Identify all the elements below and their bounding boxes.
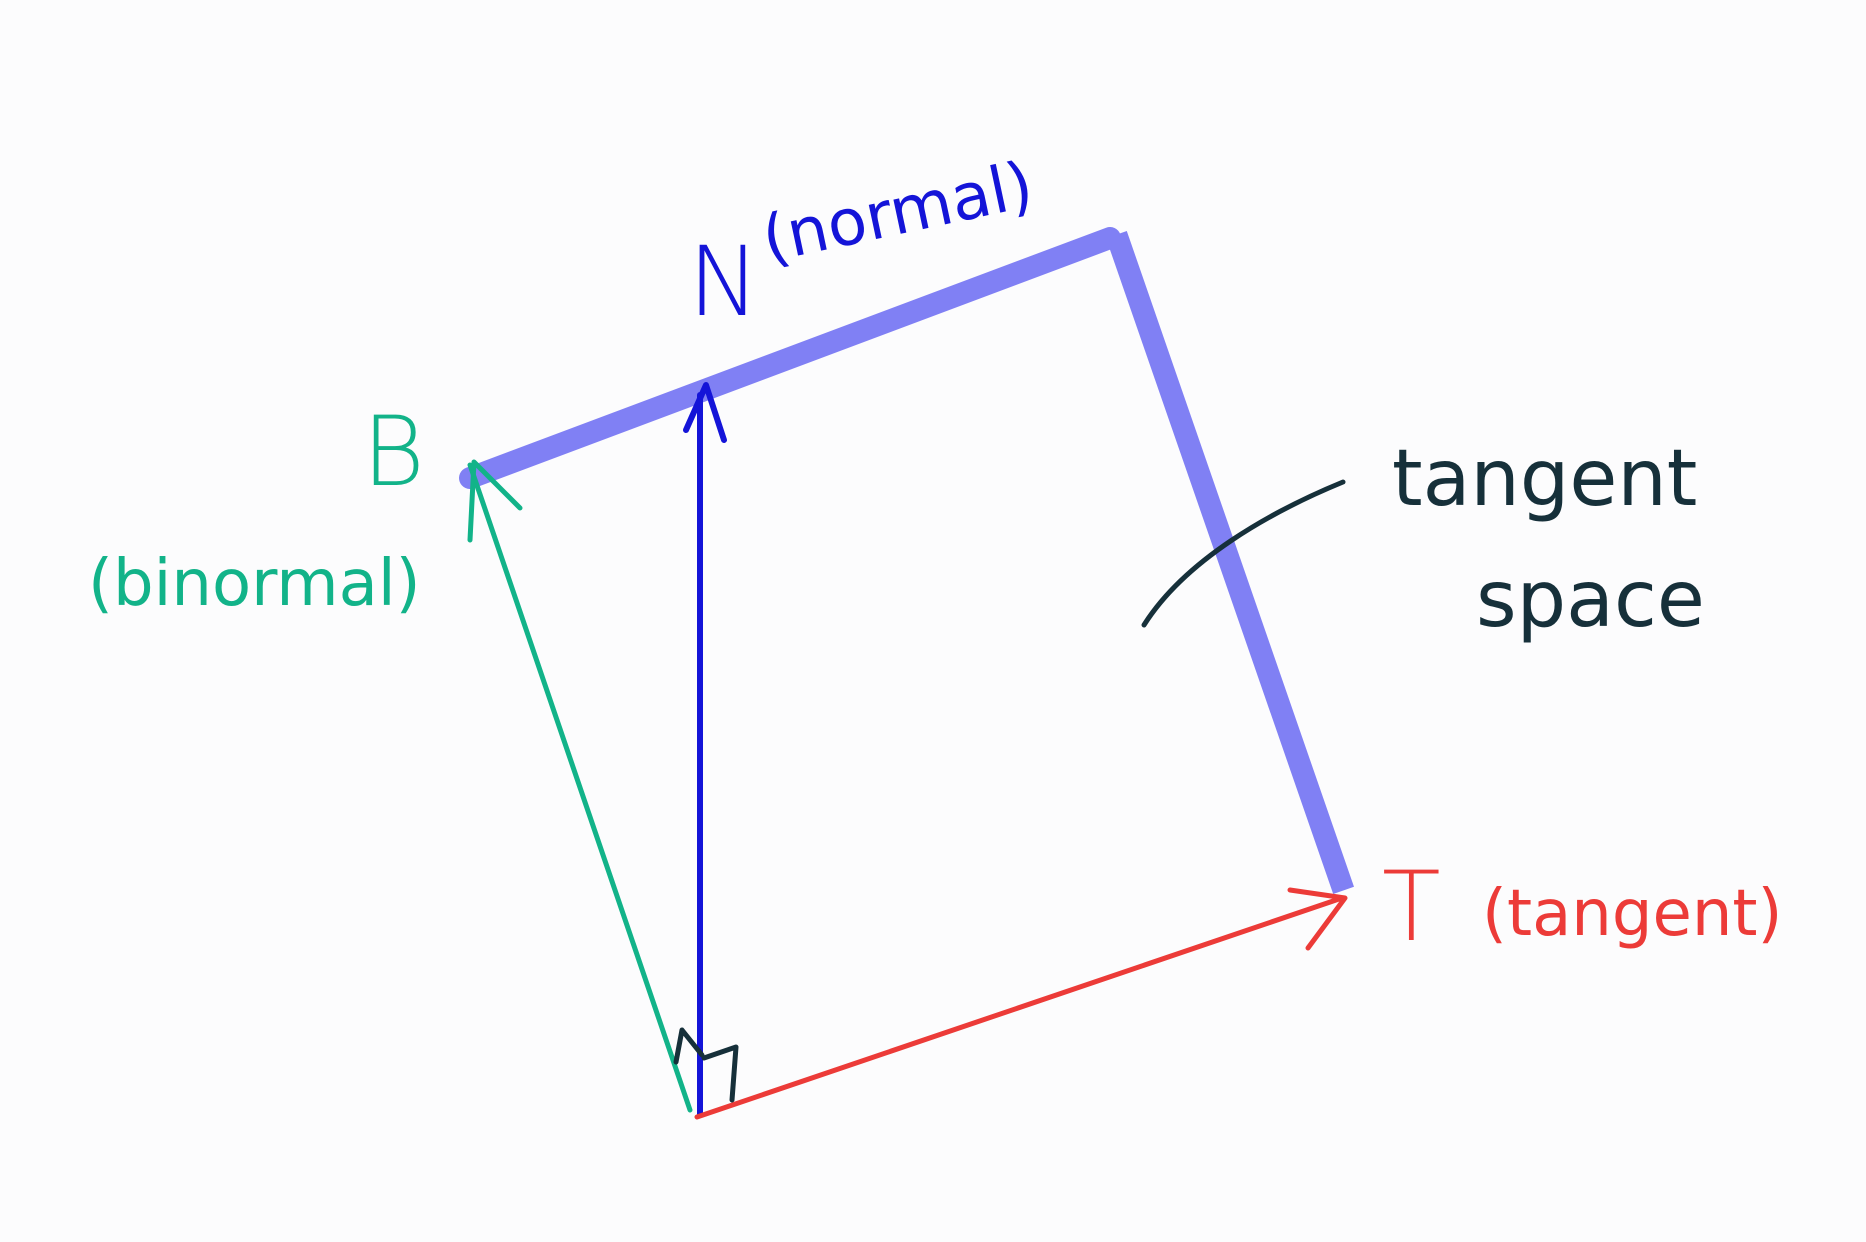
binormal-letter-label: B [362,396,425,508]
tangent-letter-label: T [1382,851,1441,963]
normal-vector [683,382,727,1118]
right-angle-mark-right [701,1044,739,1103]
binormal-vector [467,459,693,1113]
plane-right-edge [1106,231,1354,894]
tangent-shaft [694,895,1345,1120]
right-angle-mark-left [673,1027,705,1065]
normal-letter-label: N [688,226,760,338]
tangent-vector [694,887,1348,1120]
binormal-word-label: (binormal) [88,547,421,621]
right-angle-marks [673,1027,739,1103]
plane-top-edge [459,227,1121,489]
binormal-shaft [467,462,693,1113]
tangent-plane-edges [459,227,1354,894]
normal-arrowhead [683,382,727,443]
tangent-arrowhead [1287,887,1348,951]
tangent-word-label: (tangent) [1482,877,1782,951]
normal-word-label: (normal) [756,148,1040,277]
tangent-space-label-line2: space [1476,555,1705,645]
tangent-space-pointer [1141,479,1346,628]
binormal-arrowhead [467,459,523,543]
tangent-space-label-line1: tangent [1392,434,1697,524]
